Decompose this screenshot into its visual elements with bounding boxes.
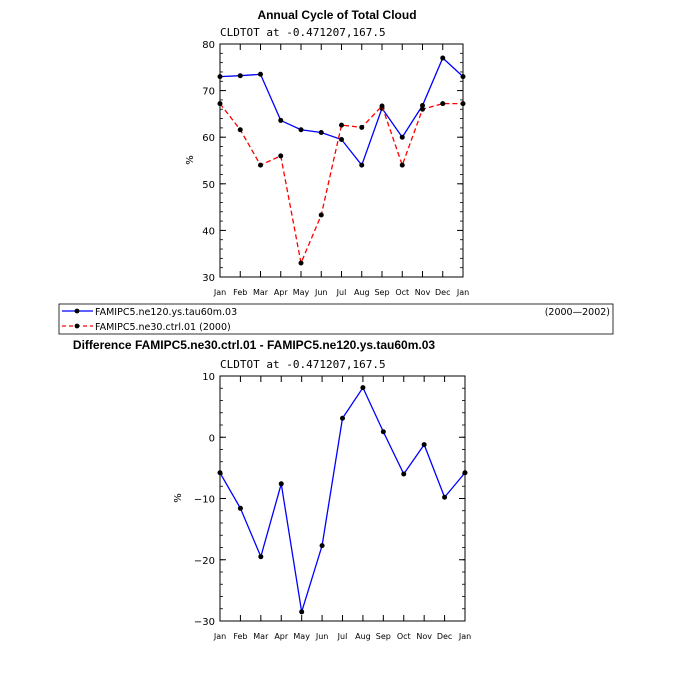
bottom-chart-ylabel: % <box>173 493 184 503</box>
legend: FAMIPC5.ne120.ys.tau60m.03 (2000—2002) F… <box>58 303 614 335</box>
top-series-1-point-1 <box>237 127 243 133</box>
top-series-1-point-6 <box>339 122 344 128</box>
top-series-1-point-7 <box>359 124 365 130</box>
bottom-chart: Difference FAMIPC5.ne30.ctrl.01 - FAMIPC… <box>73 338 471 641</box>
top-series-1-point-5 <box>318 212 324 218</box>
top-series-0-point-1 <box>237 73 243 79</box>
legend-marker-red <box>74 323 80 329</box>
top-series-1-point-9 <box>399 162 405 168</box>
top-series-0-point-12 <box>460 74 466 80</box>
bottom-chart-title: Difference FAMIPC5.ne30.ctrl.01 - FAMIPC… <box>73 338 435 352</box>
bottom-xtick-label-8: Sep <box>376 632 391 641</box>
legend-period-ne120: (2000—2002) <box>545 307 610 318</box>
top-series-1-point-11 <box>440 101 446 107</box>
top-ytick-label: 70 <box>202 87 215 98</box>
top-xtick-label-2: Mar <box>253 288 269 297</box>
top-series-0-point-0 <box>217 74 223 80</box>
bottom-xtick-label-10: Nov <box>416 632 432 641</box>
top-chart-title: Annual Cycle of Total Cloud <box>257 8 416 22</box>
top-ytick-label: 30 <box>202 273 215 284</box>
bottom-xtick-label-0: Jan <box>213 632 226 641</box>
bottom-xtick-label-7: Aug <box>355 632 371 641</box>
bottom-series-0-point-10 <box>421 442 427 448</box>
bottom-series-0-point-4 <box>299 609 305 615</box>
bottom-series-0-point-1 <box>237 505 243 511</box>
top-series-0-point-2 <box>258 71 263 77</box>
bottom-xtick-label-12: Jan <box>458 632 471 641</box>
legend-label-ne30: FAMIPC5.ne30.ctrl.01 (2000) <box>95 322 231 333</box>
top-series-1-point-3 <box>278 153 284 159</box>
top-series-0-point-3 <box>278 117 284 123</box>
top-series-0-point-5 <box>318 130 324 136</box>
top-xtick-label-5: Jun <box>314 288 328 297</box>
top-series-0-point-6 <box>339 137 344 143</box>
bottom-series-line-0 <box>219 386 466 613</box>
legend-marker-blue <box>74 308 80 314</box>
top-chart: Annual Cycle of Total Cloud CLDTOT at -0… <box>185 8 469 297</box>
top-chart-plot-frame <box>219 43 464 278</box>
top-series-1-point-2 <box>258 162 263 168</box>
bottom-series-0-point-12 <box>462 470 468 476</box>
bottom-xtick-label-3: Apr <box>274 632 289 641</box>
top-series-0-point-10 <box>420 103 425 109</box>
top-series-0-point-7 <box>359 162 365 168</box>
bottom-xtick-label-9: Oct <box>397 632 411 641</box>
top-series-line-0 <box>219 56 464 167</box>
top-ytick-label: 50 <box>202 180 215 191</box>
bottom-xtick-label-5: Jun <box>315 632 329 641</box>
top-series-1-point-8 <box>379 103 385 109</box>
legend-label-ne120: FAMIPC5.ne120.ys.tau60m.03 <box>95 307 237 318</box>
top-ytick-label: 40 <box>202 226 215 237</box>
top-chart-subtitle: CLDTOT at -0.471207,167.5 <box>220 26 386 39</box>
top-series-1-point-10 <box>420 106 425 112</box>
top-xtick-label-4: May <box>293 288 310 297</box>
bottom-ytick-label: 0 <box>209 433 215 444</box>
bottom-xtick-label-2: Mar <box>253 632 269 641</box>
bottom-xtick-label-4: May <box>293 632 310 641</box>
bottom-series-0-point-6 <box>340 415 345 421</box>
bottom-series-0-point-2 <box>258 554 264 560</box>
legend-entry-ne120: FAMIPC5.ne120.ys.tau60m.03 (2000—2002) <box>62 307 610 318</box>
top-xtick-label-1: Feb <box>233 288 247 297</box>
top-series-0-point-4 <box>298 127 304 133</box>
bottom-chart-subtitle: CLDTOT at -0.471207,167.5 <box>220 358 386 371</box>
top-xtick-label-7: Aug <box>354 288 370 297</box>
bottom-xtick-label-6: Jul <box>337 632 348 641</box>
legend-box <box>58 303 614 335</box>
bottom-ytick-label: −10 <box>194 495 215 506</box>
bottom-series-0-point-0 <box>217 470 223 476</box>
bottom-xtick-label-1: Feb <box>233 632 247 641</box>
top-xtick-label-11: Dec <box>435 288 450 297</box>
top-xtick-label-0: Jan <box>213 288 226 297</box>
bottom-ytick-label: 10 <box>202 372 215 383</box>
legend-entry-ne30: FAMIPC5.ne30.ctrl.01 (2000) <box>62 322 231 333</box>
bottom-series-0-point-3 <box>278 481 284 487</box>
bottom-series-0-point-5 <box>319 543 325 549</box>
bottom-ytick-label: −30 <box>194 617 215 628</box>
bottom-xtick-label-11: Dec <box>437 632 452 641</box>
top-xtick-label-3: Apr <box>274 288 289 297</box>
top-series-1-point-4 <box>298 260 304 266</box>
bottom-series-0-point-11 <box>442 494 448 500</box>
top-xtick-label-8: Sep <box>374 288 389 297</box>
bottom-series-0-point-8 <box>380 429 386 435</box>
top-ytick-label: 60 <box>202 133 215 144</box>
bottom-chart-plot-frame <box>219 375 466 622</box>
top-ytick-label: 80 <box>202 40 215 51</box>
top-series-0-point-11 <box>440 55 446 61</box>
top-chart-ylabel: % <box>185 155 196 165</box>
top-xtick-label-12: Jan <box>456 288 469 297</box>
bottom-series-0-point-9 <box>401 471 407 477</box>
top-xtick-label-9: Oct <box>395 288 409 297</box>
top-xtick-label-6: Jul <box>336 288 347 297</box>
top-xtick-label-10: Nov <box>415 288 431 297</box>
top-series-1-point-12 <box>460 101 466 107</box>
top-series-0-point-9 <box>399 134 405 140</box>
top-series-1-point-0 <box>217 101 223 107</box>
bottom-ytick-label: −20 <box>194 556 215 567</box>
bottom-series-0-point-7 <box>360 385 366 391</box>
